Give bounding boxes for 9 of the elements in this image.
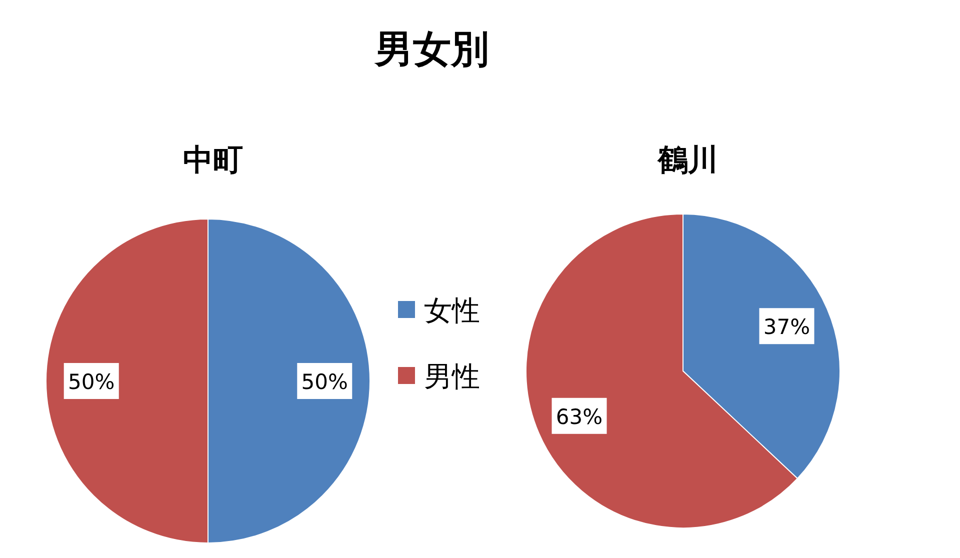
chart-title: 鶴川 xyxy=(657,143,718,178)
data-label: 37% xyxy=(763,315,810,340)
data-label: 63% xyxy=(556,404,603,429)
legend-label: 男性 xyxy=(424,360,480,393)
data-label: 50% xyxy=(301,370,348,394)
text: 男女別 xyxy=(374,27,489,71)
legend-label: 女性 xyxy=(424,294,480,327)
data-label: 50% xyxy=(68,370,115,394)
chart-title: 中町 xyxy=(183,143,243,178)
